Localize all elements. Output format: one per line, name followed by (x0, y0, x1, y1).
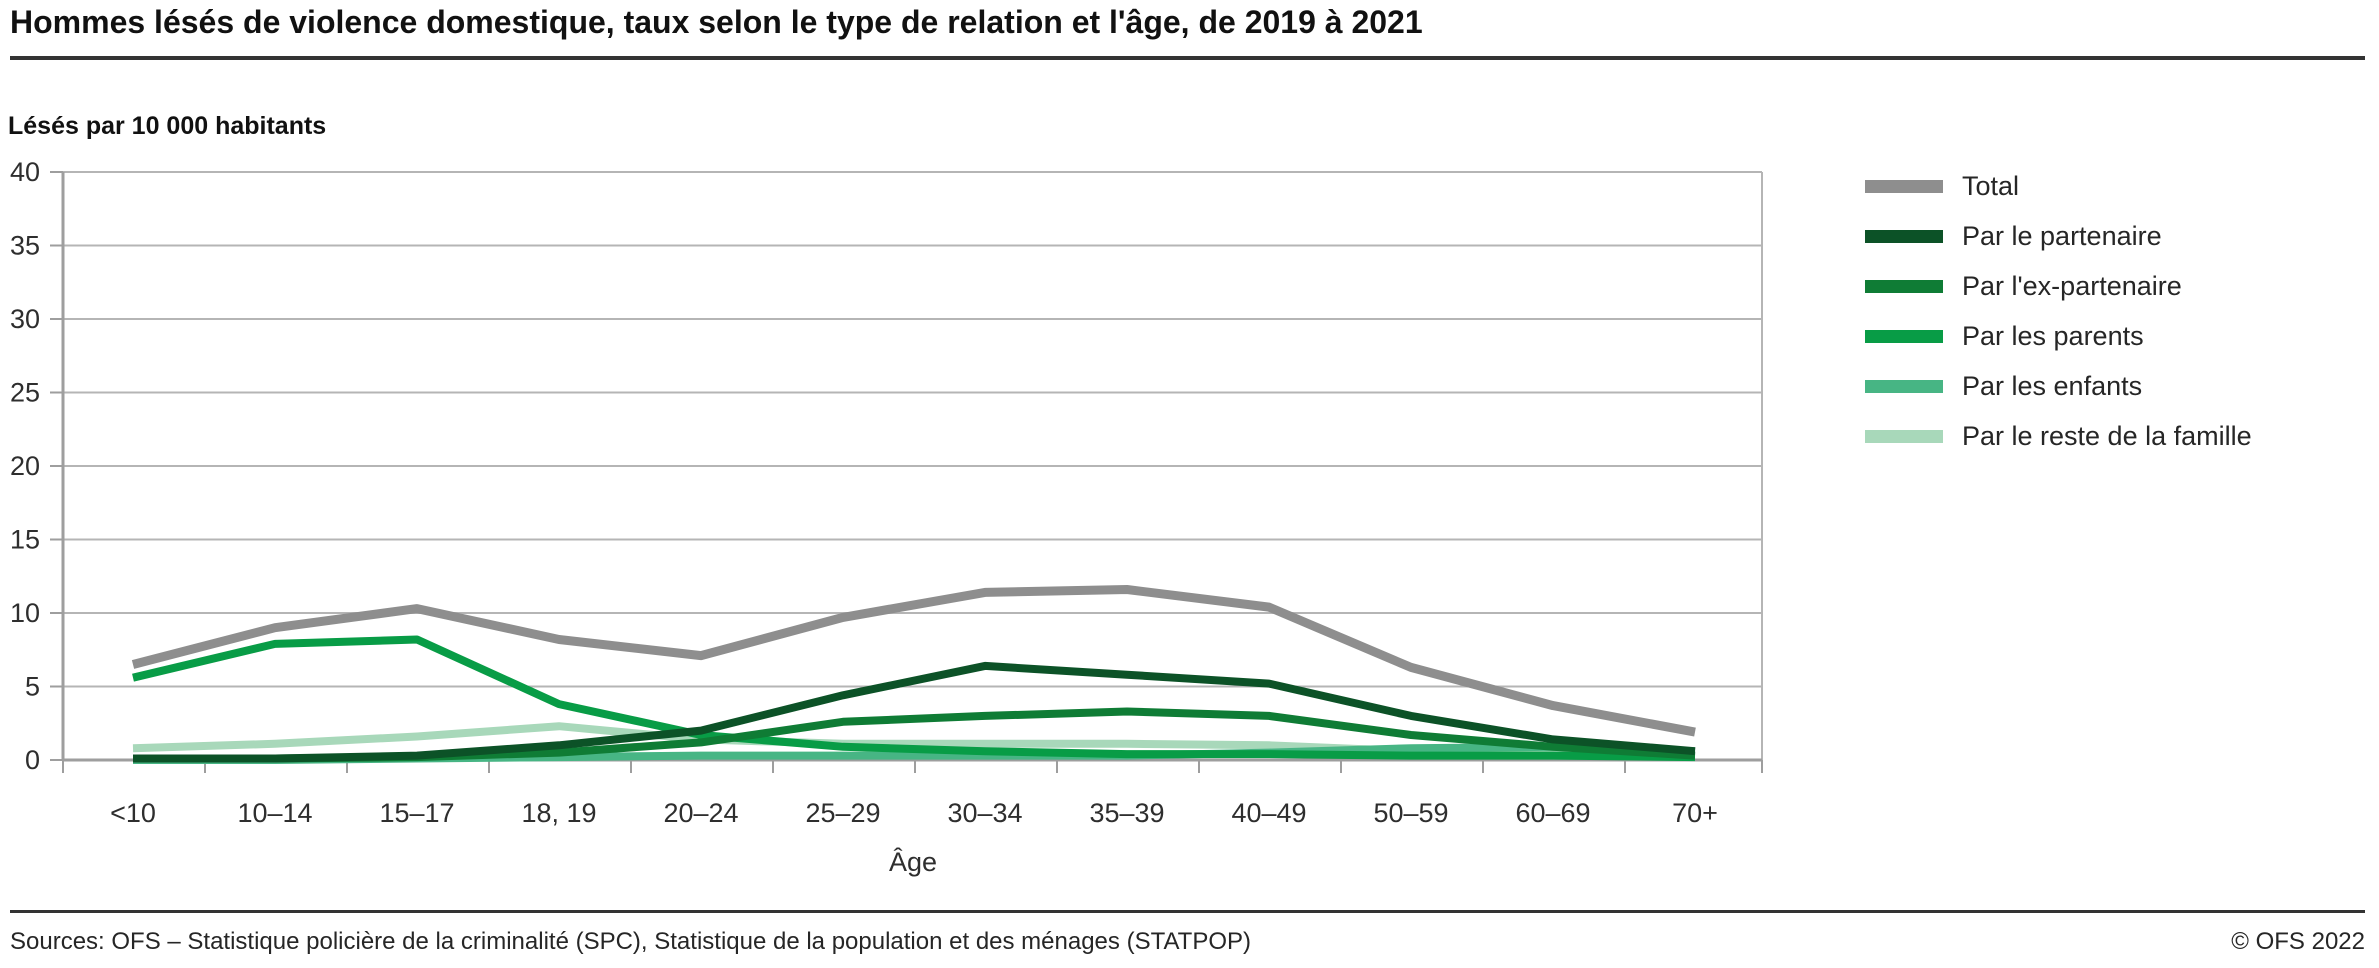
footer-divider (10, 910, 2365, 913)
footer-copyright: © OFS 2022 (2231, 928, 2365, 955)
legend-row: Par le partenaire (1865, 211, 2252, 261)
legend-row: Total (1865, 161, 2252, 211)
x-tick-label: 25–29 (805, 798, 880, 828)
legend-row: Par les enfants (1865, 361, 2252, 411)
y-axis-unit-label: Lésés par 10 000 habitants (8, 112, 327, 140)
legend-label: Par les parents (1962, 320, 2144, 351)
legend-swatch (1865, 379, 1943, 393)
legend-label: Par le reste de la famille (1962, 420, 2252, 451)
chart-line-par-le-partenaire (133, 661, 1696, 763)
x-tick-label: 18, 19 (521, 798, 596, 828)
legend-label: Total (1962, 170, 2020, 201)
legend-swatch (1865, 329, 1943, 343)
legend-row: Par les parents (1865, 311, 2252, 361)
legend-swatch (1865, 279, 1943, 293)
y-tick-label: 0 (25, 745, 40, 775)
title-divider (10, 56, 2365, 60)
x-tick-label: 10–14 (237, 798, 312, 828)
chart-line-total (131, 585, 1696, 737)
x-tick-label: 50–59 (1373, 798, 1448, 828)
legend-swatch (1865, 229, 1943, 243)
x-tick-label: 40–49 (1231, 798, 1306, 828)
chart-line-par-les-parents (132, 635, 1696, 762)
y-tick-label: 5 (25, 672, 40, 702)
y-tick-label: 10 (10, 598, 40, 628)
x-tick-label: 20–24 (663, 798, 738, 828)
legend-label: Par l'ex-partenaire (1962, 270, 2182, 301)
chart-title: Hommes lésés de violence domestique, tau… (10, 4, 1423, 40)
legend-row: Par le reste de la famille (1865, 411, 2252, 461)
legend-row: Par l'ex-partenaire (1865, 261, 2252, 311)
x-tick-label: 15–17 (379, 798, 454, 828)
x-axis-title: Âge (889, 846, 937, 877)
y-tick-label: 25 (10, 378, 40, 408)
legend-label: Par les enfants (1962, 370, 2143, 401)
x-tick-label: <10 (110, 798, 156, 828)
legend-swatch (1865, 429, 1943, 443)
y-tick-label: 40 (10, 157, 40, 187)
y-tick-label: 20 (10, 451, 40, 481)
chart-legend: Total Par le partenaire Par l'ex-partenair… (1865, 161, 2252, 461)
x-tick-label: 35–39 (1089, 798, 1164, 828)
y-tick-label: 35 (10, 231, 40, 261)
legend-label: Par le partenaire (1962, 220, 2162, 251)
y-tick-label: 30 (10, 304, 40, 334)
legend-swatch (1865, 179, 1943, 193)
x-tick-label: 70+ (1672, 798, 1718, 828)
footer-sources: Sources: OFS – Statistique policière de … (10, 928, 1252, 955)
y-tick-label: 15 (10, 525, 40, 555)
x-tick-label: 30–34 (947, 798, 1022, 828)
x-tick-label: 60–69 (1515, 798, 1590, 828)
